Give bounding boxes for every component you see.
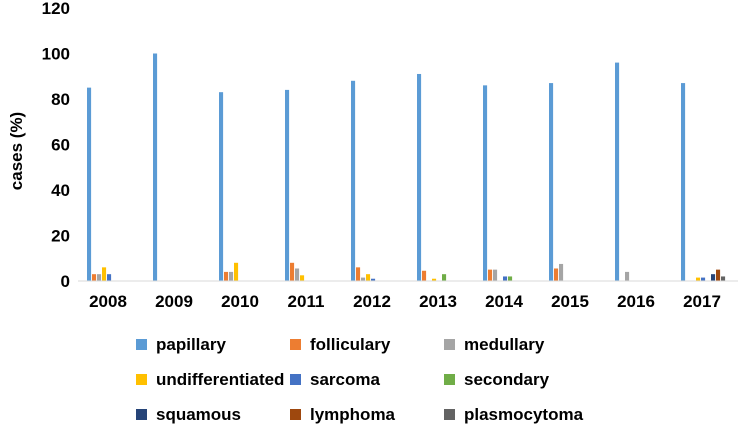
bar-folliculary-2008 (92, 274, 97, 281)
legend-label-sarcoma: sarcoma (310, 370, 380, 389)
bar-papillary-2017 (681, 83, 686, 281)
bar-papillary-2014 (483, 85, 488, 281)
y-tick-label: 60 (51, 136, 70, 155)
x-tick-label: 2008 (89, 292, 127, 311)
bar-papillary-2008 (87, 87, 92, 282)
legend-label-papillary: papillary (156, 335, 226, 354)
x-tick-label: 2017 (683, 292, 721, 311)
y-tick-label: 20 (51, 227, 70, 246)
legend-label-folliculary: folliculary (310, 335, 391, 354)
bar-papillary-2012 (351, 80, 356, 281)
legend-label-medullary: medullary (464, 335, 545, 354)
bar-papillary-2011 (285, 89, 290, 282)
bar-undifferentiated-2008 (102, 267, 107, 281)
bar-folliculary-2011 (290, 262, 295, 281)
bar-squamous-2017 (711, 274, 716, 281)
bar-papillary-2016 (615, 62, 620, 281)
y-tick-label: 40 (51, 181, 70, 200)
legend-swatch-lymphoma (290, 409, 301, 420)
bar-undifferentiated-2013 (432, 278, 437, 281)
bar-undifferentiated-2017 (696, 277, 701, 281)
bar-lymphoma-2017 (716, 269, 721, 282)
legend-swatch-folliculary (290, 339, 301, 350)
bar-undifferentiated-2010 (234, 262, 239, 281)
bars (87, 53, 726, 282)
bar-undifferentiated-2011 (300, 275, 305, 281)
x-tick-label: 2012 (353, 292, 391, 311)
y-tick-label: 100 (42, 45, 70, 64)
x-tick-label: 2013 (419, 292, 457, 311)
x-tick-label: 2010 (221, 292, 259, 311)
x-tick-label: 2011 (288, 292, 325, 311)
bar-papillary-2013 (417, 73, 422, 281)
x-axis-ticks: 2008 2009 2010 2011 2012 2013 2014 2015 2016 2017 (89, 292, 721, 311)
bar-sarcoma-2017 (701, 277, 706, 281)
bar-folliculary-2010 (224, 271, 229, 281)
bar-folliculary-2015 (554, 268, 559, 281)
legend-swatch-undifferentiated (136, 374, 147, 385)
bar-medullary-2015 (559, 263, 564, 281)
legend-label-undifferentiated: undifferentiated (156, 370, 284, 389)
legend-swatch-sarcoma (290, 374, 301, 385)
bar-undifferentiated-2012 (366, 274, 371, 281)
x-tick-label: 2015 (551, 292, 589, 311)
legend-swatch-papillary (136, 339, 147, 350)
bar-folliculary-2013 (422, 270, 427, 281)
bar-medullary-2014 (493, 269, 498, 282)
legend-label-plasmocytoma: plasmocytoma (464, 405, 584, 424)
x-tick-label: 2016 (617, 292, 655, 311)
bar-secondary-2014 (508, 276, 513, 281)
legend-swatch-squamous (136, 409, 147, 420)
bar-medullary-2010 (229, 271, 234, 281)
y-tick-label: 0 (61, 272, 70, 291)
legend-label-lymphoma: lymphoma (310, 405, 396, 424)
bar-medullary-2012 (361, 277, 366, 281)
x-tick-label: 2014 (485, 292, 523, 311)
bar-papillary-2009 (153, 53, 158, 281)
bar-sarcoma-2012 (371, 278, 376, 281)
bar-medullary-2011 (295, 268, 300, 281)
y-axis-ticks: 0 20 40 60 80 100 120 (42, 0, 70, 291)
bar-sarcoma-2014 (503, 276, 508, 281)
y-axis-title: cases (%) (7, 112, 26, 190)
bar-papillary-2015 (549, 83, 554, 281)
legend-swatch-medullary (444, 339, 455, 350)
legend-label-secondary: secondary (464, 370, 550, 389)
y-tick-label: 120 (42, 0, 70, 18)
bar-folliculary-2012 (356, 267, 361, 281)
bar-papillary-2010 (219, 92, 224, 282)
legend-swatch-plasmocytoma (444, 409, 455, 420)
bar-sarcoma-2008 (107, 274, 112, 281)
bar-folliculary-2014 (488, 269, 493, 282)
bar-medullary-2008 (97, 274, 102, 281)
bar-secondary-2013 (442, 274, 447, 281)
y-tick-label: 80 (51, 90, 70, 109)
legend: papillary folliculary medullary undifferent… (136, 335, 584, 424)
legend-label-squamous: squamous (156, 405, 241, 424)
legend-swatch-secondary (444, 374, 455, 385)
bar-plasmocytoma-2017 (721, 276, 726, 281)
bar-medullary-2016 (625, 271, 630, 281)
x-tick-label: 2009 (155, 292, 193, 311)
